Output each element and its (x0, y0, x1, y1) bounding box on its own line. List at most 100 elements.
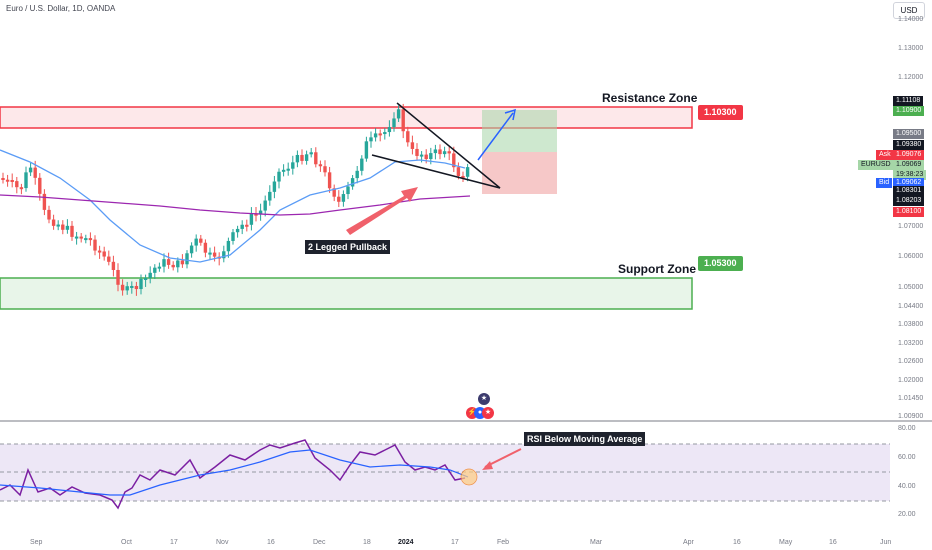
candle-body (360, 159, 363, 171)
time-label: 2024 (398, 539, 414, 546)
candle-body (70, 226, 73, 237)
price-tag: 1.09069 (893, 160, 924, 170)
candle-body (420, 155, 423, 157)
price-tag: 1.09076 (893, 150, 924, 160)
rsi-axis-label: 60.00 (898, 454, 916, 461)
candle-body (425, 155, 428, 159)
price-tag: 1.08301 (893, 186, 924, 196)
candle-body (61, 225, 64, 230)
quote-side-label: Bid (876, 178, 892, 188)
candle-body (176, 260, 179, 267)
candle-body (369, 137, 372, 141)
price-label: 1.01450 (898, 395, 923, 402)
candle-body (139, 279, 142, 289)
time-label: Sep (30, 539, 42, 546)
candle-body (300, 155, 303, 161)
pullback-arrow[interactable] (346, 187, 418, 235)
time-label: 16 (829, 539, 837, 546)
candle-body (11, 180, 14, 182)
candle-body (383, 132, 386, 134)
resistance-level-box[interactable]: 1.10300 (698, 105, 743, 120)
candle-body (250, 214, 253, 225)
us-flag-icon[interactable]: ★ (478, 393, 490, 405)
time-label: Mar (590, 539, 602, 546)
price-tag: 1.08203 (893, 196, 924, 206)
price-label: 1.06000 (898, 253, 923, 260)
candle-body (236, 229, 239, 232)
candle-body (80, 237, 83, 239)
price-label: 1.03200 (898, 340, 923, 347)
candle-body (144, 278, 147, 280)
candle-body (34, 168, 37, 178)
candle-body (314, 152, 317, 164)
pullback-label[interactable]: 2 Legged Pullback (305, 240, 390, 254)
candle-body (397, 109, 400, 118)
time-label: Nov (216, 539, 228, 546)
price-label: 1.12000 (898, 74, 923, 81)
price-label: 1.14000 (898, 16, 923, 23)
rsi-axis-label: 40.00 (898, 483, 916, 490)
candle-body (277, 172, 280, 182)
stop-area[interactable] (482, 152, 557, 194)
candle-body (121, 285, 124, 291)
candle-body (98, 251, 101, 253)
time-label: Oct (121, 539, 132, 546)
target-area[interactable] (482, 110, 557, 152)
time-label: 16 (733, 539, 741, 546)
candle-body (415, 149, 418, 156)
candle-body (466, 167, 469, 177)
candle-body (328, 172, 331, 188)
candle-body (457, 167, 460, 176)
time-label: Apr (683, 539, 694, 546)
candle-body (43, 194, 46, 210)
time-label: 17 (451, 539, 459, 546)
candle-body (153, 268, 156, 273)
candle-body (84, 238, 87, 240)
candle-body (374, 133, 377, 137)
candle-body (20, 187, 23, 189)
candle-body (181, 260, 184, 264)
time-label: May (779, 539, 792, 546)
chart-title: Euro / U.S. Dollar, 1D, OANDA (6, 4, 115, 13)
candle-body (162, 259, 165, 267)
time-label: Feb (497, 539, 509, 546)
candle-body (406, 131, 409, 142)
candle-body (310, 152, 313, 154)
quote-side-label: EURUSD (858, 160, 894, 170)
support-zone[interactable] (0, 278, 692, 309)
candle-body (190, 246, 193, 254)
candle-body (337, 197, 340, 202)
candle-body (112, 262, 115, 270)
candle-body (213, 253, 216, 257)
slow-moving-average-line (0, 195, 470, 215)
us-flag-icon[interactable]: ★ (482, 407, 494, 419)
time-label: Dec (313, 539, 325, 546)
time-label: 16 (267, 539, 275, 546)
quote-side-label: Ask (876, 150, 894, 160)
fast-moving-average-line (0, 150, 465, 262)
candle-body (75, 237, 78, 239)
candle-body (429, 153, 432, 159)
candle-body (172, 265, 175, 267)
candle-body (268, 192, 271, 201)
candle-body (89, 238, 92, 240)
candle-body (319, 164, 322, 166)
candle-body (103, 251, 106, 256)
price-label: 1.02600 (898, 358, 923, 365)
candle-body (342, 194, 345, 202)
rsi-axis-label: 20.00 (898, 511, 916, 518)
candle-body (47, 210, 50, 220)
price-tag: 1.09500 (893, 129, 924, 139)
rsi-label[interactable]: RSI Below Moving Average (524, 432, 645, 446)
price-label: 1.00900 (898, 413, 923, 420)
resistance-zone[interactable] (0, 107, 692, 128)
support-level-box[interactable]: 1.05300 (698, 256, 743, 271)
rsi-highlight[interactable] (461, 469, 477, 485)
candle-body (93, 240, 96, 251)
candle-body (126, 286, 129, 290)
candle-body (346, 187, 349, 195)
candle-body (195, 239, 198, 246)
price-label: 1.07000 (898, 223, 923, 230)
candle-body (282, 170, 285, 172)
